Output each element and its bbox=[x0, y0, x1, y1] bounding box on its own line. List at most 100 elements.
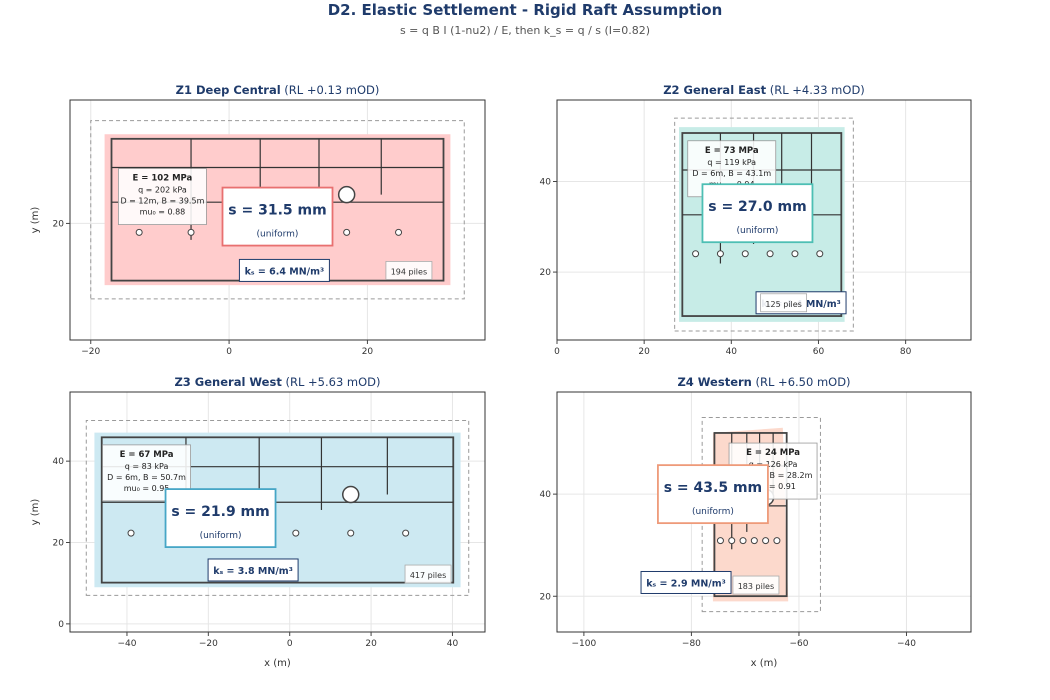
info-title: E = 102 MPa bbox=[133, 174, 193, 184]
settlement-box bbox=[221, 186, 334, 247]
x-axis-label: x (m) bbox=[264, 658, 291, 669]
settlement-note: (uniform) bbox=[737, 226, 779, 236]
settlement-note: (uniform) bbox=[257, 230, 299, 240]
x-tick-label: −40 bbox=[897, 639, 916, 649]
site-boundary bbox=[90, 120, 465, 300]
x-tick-label: 20 bbox=[638, 347, 650, 357]
figure-title: D2. Elastic Settlement - Rigid Raft Assu… bbox=[327, 1, 723, 19]
pile-marker bbox=[716, 537, 724, 545]
ks-label: kₛ = 2.9 MN/m³ bbox=[646, 578, 726, 589]
ks-box bbox=[207, 558, 299, 582]
y-axis-label: y (m) bbox=[30, 499, 41, 526]
x-tick-label: −20 bbox=[81, 347, 100, 357]
panel-frame bbox=[69, 99, 486, 341]
pile-marker bbox=[292, 529, 300, 537]
pile-marker bbox=[773, 537, 781, 545]
y-tick-label: 20 bbox=[53, 539, 65, 549]
info-line: q = 119 kPa bbox=[707, 158, 756, 167]
x-tick-label: 20 bbox=[362, 347, 374, 357]
x-tick-label: 60 bbox=[813, 347, 825, 357]
panel-title-rl: (RL +5.63 mOD) bbox=[282, 375, 381, 389]
site-boundary bbox=[701, 417, 821, 613]
pile-marker bbox=[762, 537, 770, 545]
panel-title-name: Z3 General West bbox=[174, 375, 282, 389]
info-line: D = 6m, B = 28.2m bbox=[734, 471, 813, 480]
settlement-box bbox=[164, 488, 277, 549]
info-line: D = 6m, B = 50.7m bbox=[107, 473, 186, 482]
x-tick-label: 0 bbox=[226, 347, 232, 357]
y-axis-label: y (m) bbox=[30, 207, 41, 234]
site-boundary bbox=[674, 117, 854, 332]
settlement-box bbox=[701, 183, 814, 244]
x-tick-label: −80 bbox=[682, 639, 701, 649]
pile-marker bbox=[692, 250, 700, 258]
y-tick-label: 40 bbox=[540, 178, 552, 188]
plot-area bbox=[70, 392, 485, 632]
panel-title-name: Z4 Western bbox=[677, 375, 751, 389]
settlement-value: s = 31.5 mm bbox=[228, 203, 326, 219]
shaft-marker bbox=[341, 485, 360, 504]
panel-3: Z3 General West (RL +5.63 mOD) −40 −20 0 20 4… bbox=[30, 375, 486, 669]
pile-marker bbox=[395, 228, 403, 236]
info-line: mu₀ = 0.95 bbox=[124, 484, 170, 493]
figure-subtitle: s = q B I (1-nu2) / E, then k_s = q / s … bbox=[399, 24, 651, 37]
pile-marker bbox=[728, 537, 736, 545]
panel-frame bbox=[556, 391, 972, 633]
x-tick-label: 80 bbox=[900, 347, 912, 357]
pile-marker bbox=[347, 529, 355, 537]
settlement-note: (uniform) bbox=[200, 531, 242, 541]
panel-frame bbox=[69, 391, 486, 633]
panel-frame bbox=[556, 99, 972, 341]
panel-2: Z2 General East (RL +4.33 mOD) 0 20 40 60 80 2… bbox=[540, 83, 972, 357]
panel-title: Z1 Deep Central (RL +0.13 mOD) bbox=[176, 83, 380, 97]
x-tick-label: −100 bbox=[572, 639, 597, 649]
x-axis-label: x (m) bbox=[751, 658, 778, 669]
panel-title: Z2 General East (RL +4.33 mOD) bbox=[663, 83, 865, 97]
panel-title-name: Z1 Deep Central bbox=[176, 83, 281, 97]
piles-label: 183 piles bbox=[738, 582, 774, 591]
panel-title: Z3 General West (RL +5.63 mOD) bbox=[174, 375, 380, 389]
ks-box bbox=[238, 258, 330, 282]
y-tick-label: 40 bbox=[53, 457, 65, 467]
pile-marker bbox=[187, 228, 195, 236]
info-line: q = 202 kPa bbox=[138, 186, 187, 195]
site-boundary bbox=[85, 419, 470, 596]
y-tick-label: 20 bbox=[540, 592, 552, 602]
pile-marker bbox=[135, 228, 143, 236]
piles-box bbox=[732, 575, 780, 595]
panel-4: Z4 Western (RL +6.50 mOD) −100 −80 −60 −40 20… bbox=[540, 375, 972, 669]
x-tick-label: −20 bbox=[199, 639, 218, 649]
pile-marker bbox=[750, 537, 758, 545]
ks-label: kₛ = 3.8 MN/m³ bbox=[213, 566, 293, 577]
y-tick-label: 20 bbox=[540, 268, 552, 278]
piles-label: 417 piles bbox=[410, 571, 446, 580]
building-outline bbox=[681, 132, 843, 317]
piles-box bbox=[385, 261, 433, 280]
settlement-note: (uniform) bbox=[692, 507, 734, 517]
pile-marker bbox=[816, 250, 824, 258]
pile-marker bbox=[716, 250, 724, 258]
pile-marker bbox=[402, 529, 410, 537]
info-line: mu₀ = 0.88 bbox=[140, 208, 186, 217]
building-outline bbox=[100, 436, 455, 584]
settlement-value: s = 43.5 mm bbox=[664, 480, 762, 496]
x-tick-label: 20 bbox=[365, 639, 377, 649]
panel-title-rl: (RL +4.33 mOD) bbox=[766, 83, 865, 97]
panel-1: Z1 Deep Central (RL +0.13 mOD) −20 0 20 20 y … bbox=[30, 83, 486, 357]
piles-label: 194 piles bbox=[391, 267, 427, 276]
y-tick-label: 40 bbox=[540, 490, 552, 500]
x-tick-label: 0 bbox=[287, 639, 293, 649]
info-line: q = 126 kPa bbox=[749, 460, 798, 469]
info-box bbox=[118, 168, 207, 225]
info-line: mu₀ = 0.91 bbox=[750, 482, 796, 491]
piles-box bbox=[404, 564, 452, 584]
info-title: E = 67 MPa bbox=[120, 450, 174, 460]
info-line: D = 6m, B = 43.1m bbox=[692, 169, 771, 178]
settlement-value: s = 27.0 mm bbox=[708, 199, 806, 215]
ks-label: kₛ = 6.4 MN/m³ bbox=[245, 266, 325, 277]
x-tick-label: 40 bbox=[447, 639, 459, 649]
ks-box bbox=[640, 570, 732, 594]
pile-marker bbox=[739, 537, 747, 545]
